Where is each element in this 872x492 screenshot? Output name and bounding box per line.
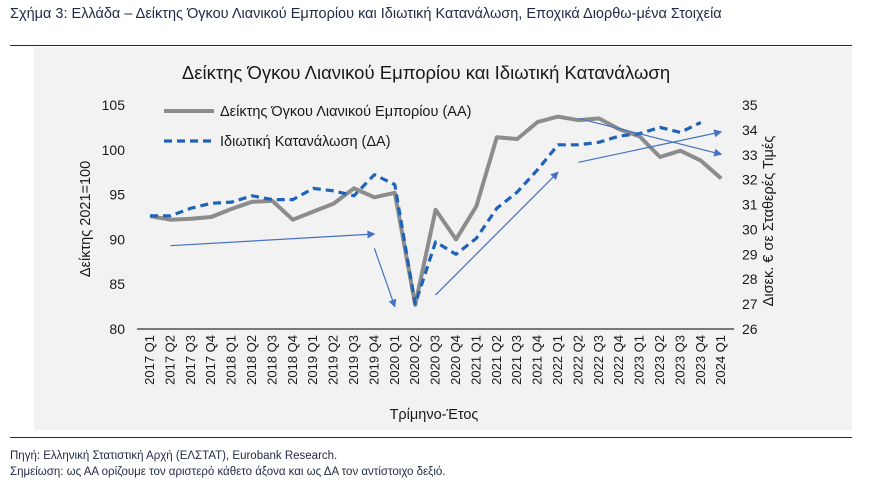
- y-tick-label: 85: [109, 276, 125, 292]
- x-tick-label: 2022 Q3: [591, 335, 606, 385]
- x-tick-label: 2021 Q4: [530, 335, 545, 385]
- y2-axis-label: Δισεκ. € σε Σταθερές Τιμές: [761, 136, 777, 307]
- y-tick-label: 80: [109, 321, 125, 337]
- x-axis-label: Τρίμηνο-Έτος: [390, 407, 479, 423]
- trend-arrow-4: [578, 129, 723, 163]
- x-tick-label: 2017 Q2: [162, 335, 177, 385]
- x-tick-label: 2022 Q4: [611, 335, 626, 385]
- x-tick-label: 2019 Q1: [305, 335, 320, 385]
- x-tick-label: 2017 Q3: [183, 335, 198, 385]
- legend-label-2: Ιδιωτική Κατανάλωση (ΔΑ): [220, 134, 391, 150]
- y2-tick-label: 34: [742, 122, 758, 138]
- chart-panel: Δείκτης Όγκου Λιανικού Εμπορίου και Ιδιω…: [34, 47, 852, 430]
- y-tick-label: 90: [109, 231, 125, 247]
- trend-arrow-1: [170, 230, 376, 247]
- x-tick-label: 2022 Q1: [550, 335, 565, 385]
- y2-tick-label: 27: [742, 296, 758, 312]
- x-tick-label: 2020 Q4: [448, 335, 463, 385]
- x-tick-label: 2020 Q3: [428, 335, 443, 385]
- x-tick-label: 2024 Q1: [713, 335, 728, 385]
- x-tick-label: 2018 Q1: [224, 335, 239, 385]
- x-tick-label: 2017 Q4: [203, 335, 218, 385]
- x-tick-label: 2019 Q2: [326, 335, 341, 385]
- y2-tick-label: 28: [742, 271, 758, 287]
- bottom-rule: [10, 437, 852, 438]
- x-tick-label: 2017 Q1: [142, 335, 157, 385]
- y-axis-label: Δείκτης 2021=100: [78, 161, 94, 277]
- x-tick-label: 2022 Q2: [570, 335, 585, 385]
- y-tick-label: 100: [102, 142, 126, 158]
- x-tick-label: 2019 Q3: [346, 335, 361, 385]
- series-line-2: [150, 120, 702, 306]
- trend-arrow-2: [373, 248, 397, 308]
- x-tick-label: 2020 Q2: [407, 335, 422, 385]
- x-tick-label: 2018 Q3: [264, 335, 279, 385]
- y2-tick-label: 29: [742, 246, 758, 262]
- y2-tick-label: 31: [742, 197, 758, 213]
- line-chart: Δείκτης Όγκου Λιανικού Εμπορίου και Ιδιω…: [78, 62, 777, 423]
- y-tick-label: 105: [102, 97, 126, 113]
- y2-tick-label: 33: [742, 147, 758, 163]
- x-tick-label: 2021 Q1: [468, 335, 483, 385]
- remark-note: Σημείωση: ως ΑΑ ορίζουμε τον αριστερό κά…: [10, 466, 446, 478]
- series-line-1: [149, 114, 723, 307]
- x-tick-label: 2023 Q4: [693, 335, 708, 385]
- x-tick-label: 2023 Q3: [672, 335, 687, 385]
- trend-arrow-5: [578, 117, 723, 157]
- trend-arrow-3: [435, 171, 559, 296]
- x-tick-label: 2020 Q1: [387, 335, 402, 385]
- x-tick-label: 2023 Q1: [632, 335, 647, 385]
- y2-tick-label: 32: [742, 172, 758, 188]
- y-tick-label: 95: [109, 187, 125, 203]
- x-tick-label: 2018 Q2: [244, 335, 259, 385]
- source-note: Πηγή: Ελληνική Στατιστική Αρχή (ΕΛΣΤΑΤ),…: [10, 450, 338, 462]
- x-tick-label: 2021 Q3: [509, 335, 524, 385]
- figure-heading: Σχήμα 3: Ελλάδα – Δείκτης Όγκου Λιανικού…: [10, 6, 722, 22]
- legend-label-1: Δείκτης Όγκου Λιανικού Εμπορίου (ΑΑ): [220, 104, 471, 120]
- x-tick-label: 2019 Q4: [366, 335, 381, 385]
- chart-title: Δείκτης Όγκου Λιανικού Εμπορίου και Ιδιω…: [182, 62, 670, 83]
- y2-tick-label: 30: [742, 221, 758, 237]
- y2-tick-label: 35: [742, 97, 758, 113]
- y2-tick-label: 26: [742, 321, 758, 337]
- x-tick-label: 2021 Q2: [489, 335, 504, 385]
- x-tick-label: 2018 Q4: [285, 335, 300, 385]
- x-tick-label: 2023 Q2: [652, 335, 667, 385]
- top-rule: [10, 45, 852, 46]
